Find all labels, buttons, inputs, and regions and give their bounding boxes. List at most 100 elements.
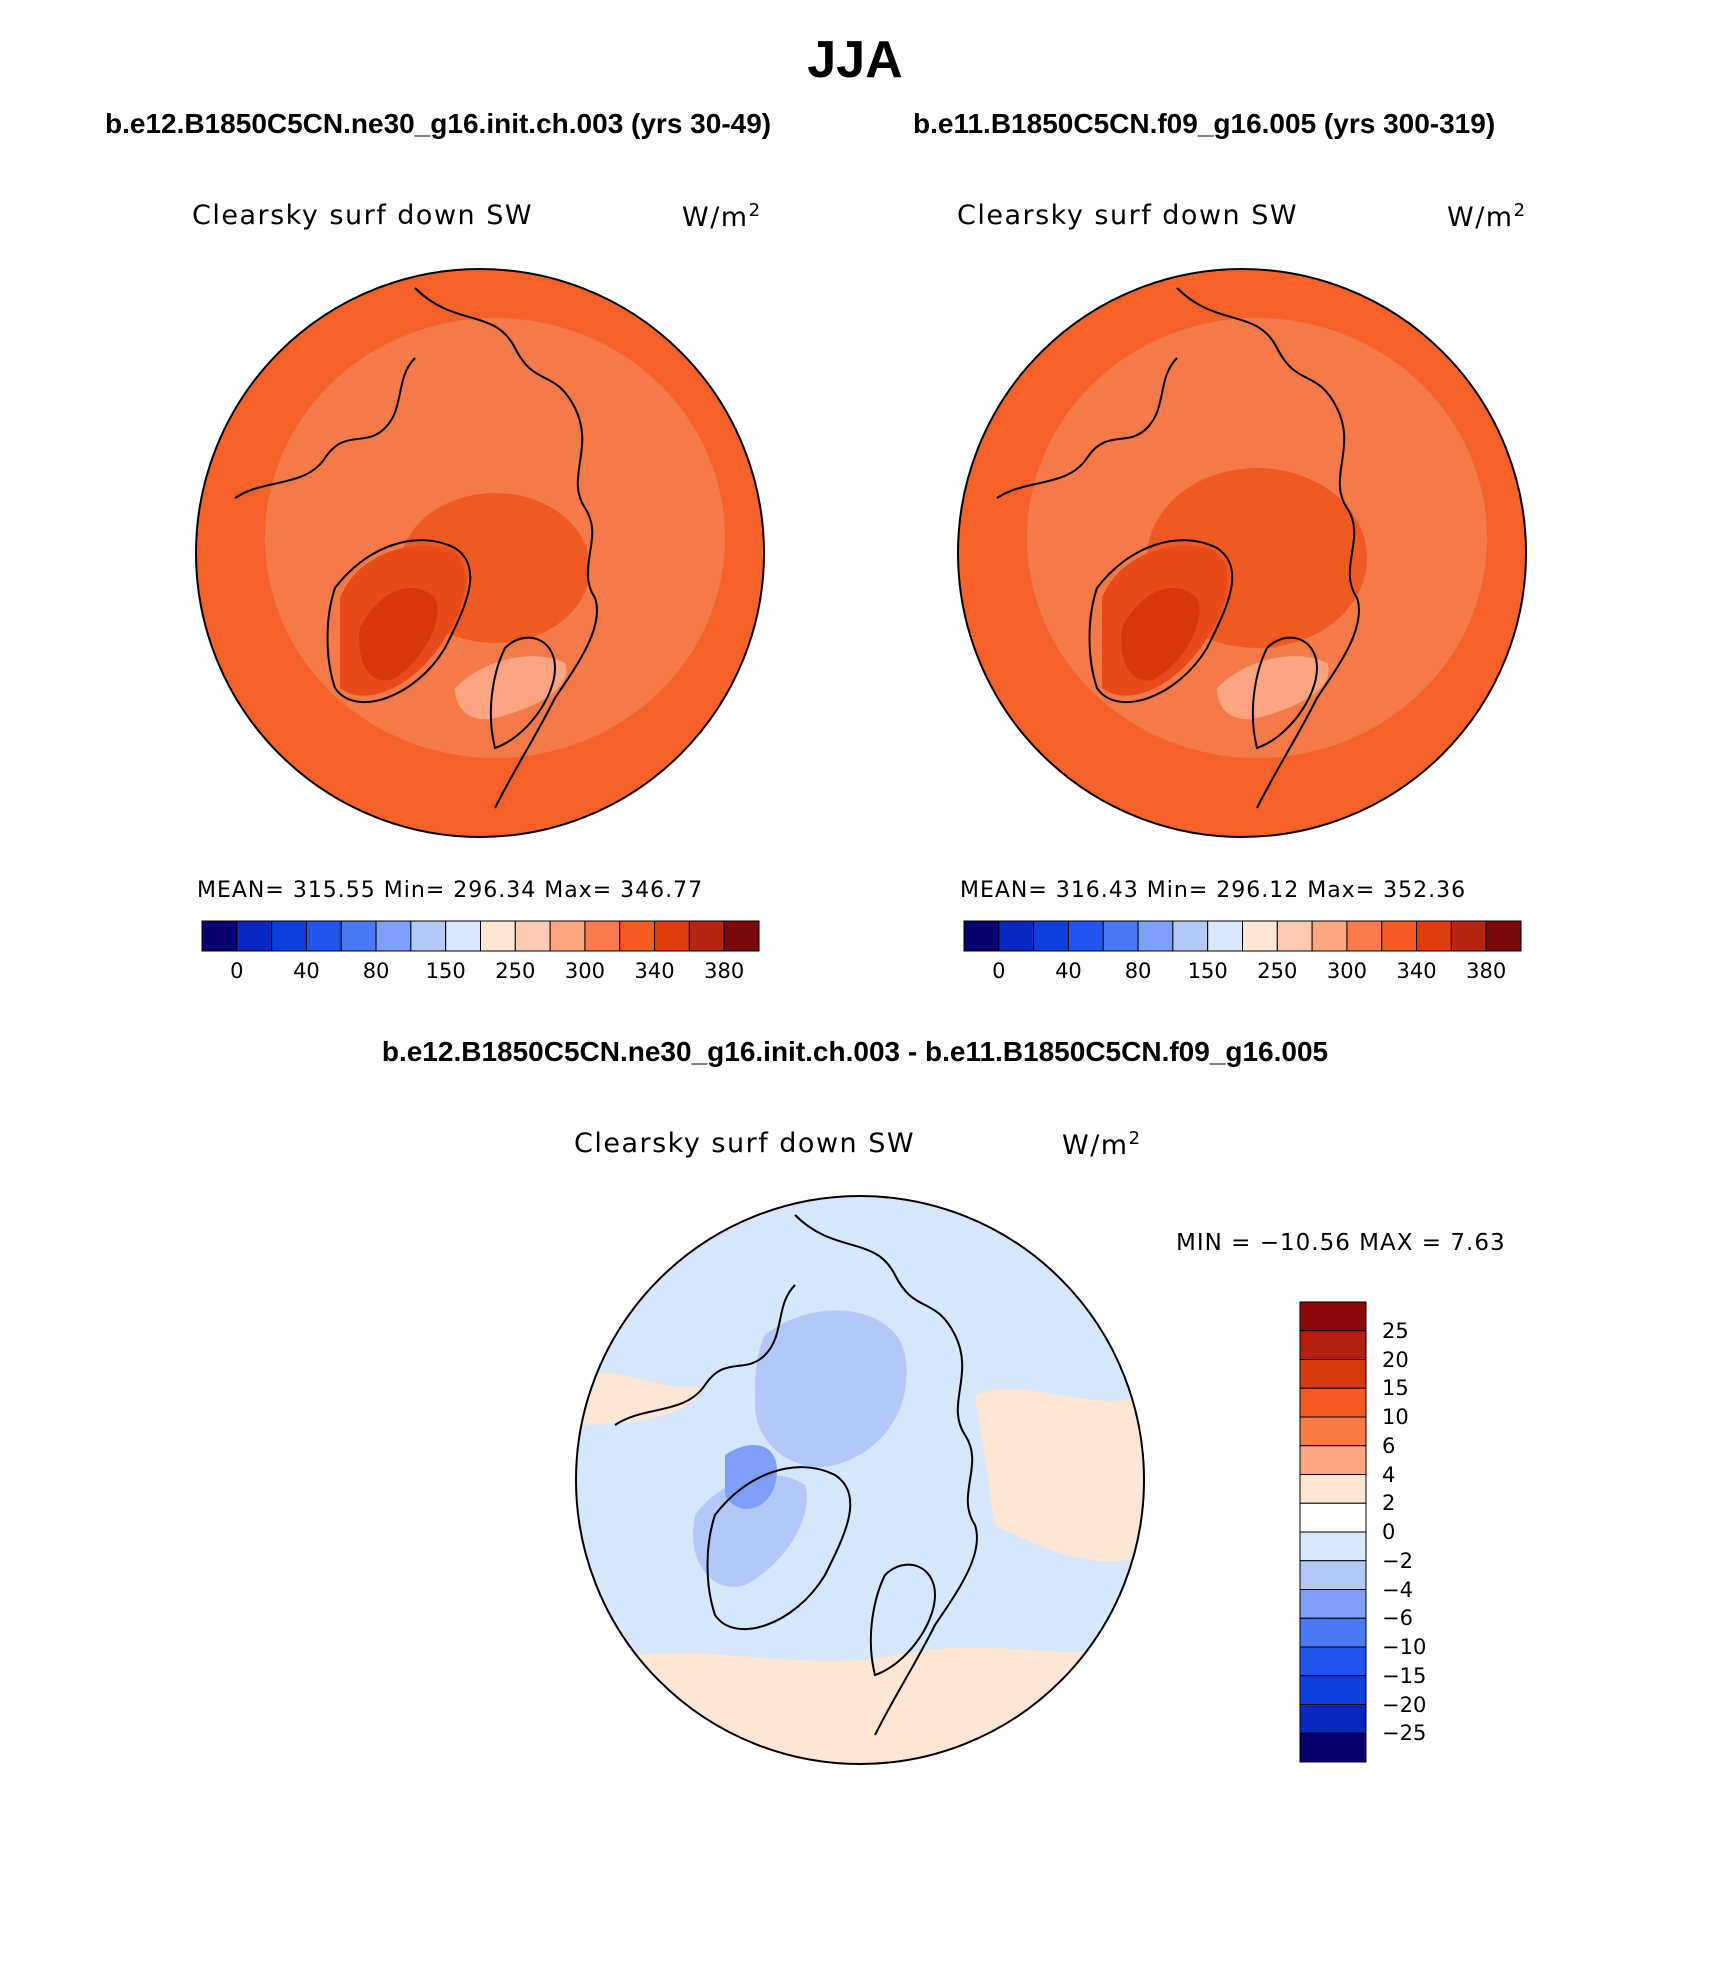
diff-colorbar-cell: [1299, 1445, 1367, 1475]
panel2-colorbar-tick-label: 150: [1187, 959, 1228, 983]
diff-colorbar-cell: [1299, 1704, 1367, 1734]
panel2-colorbar-cell: [1450, 920, 1487, 952]
diff-colorbar-cell: [1299, 1646, 1367, 1677]
panel2-colorbar-cell: [1033, 920, 1069, 952]
diff-negative-arctic: [755, 1310, 907, 1467]
panel1-colorbar-tick-label: 0: [230, 959, 244, 983]
panel1-colorbar-tick-label: 150: [425, 959, 466, 983]
diff-colorbar-tick-label: −15: [1382, 1663, 1427, 1688]
panel1-scandinavia-field: [455, 656, 567, 720]
diff-positive-band-east: [975, 1389, 1144, 1562]
panel1-colorbar-cell: [445, 920, 481, 952]
panel2-colorbar-cell: [1485, 920, 1522, 952]
panel1-colorbar-cell: [201, 920, 238, 952]
diff-colorbar-cell: [1299, 1502, 1367, 1533]
diff-positive-band-west: [576, 1372, 705, 1425]
panel1-colorbar-tick-label: 250: [495, 959, 536, 983]
diff-strong-negative: [725, 1445, 777, 1509]
panel1-coastline-eurasia: [414, 287, 598, 809]
panel2-colorbar-ticks: 0 40 80 150 250 300 340 380: [964, 959, 1521, 989]
panel2-variable-label: Clearsky surf down SW: [957, 200, 1299, 231]
panel1-colorbar-cell: [305, 920, 342, 952]
diff-coastline-greenland: [706, 1466, 852, 1631]
panel2-coastline-greenland: [1088, 539, 1234, 704]
panel2-colorbar-tick-label: 300: [1326, 959, 1367, 983]
panel1-variable-label: Clearsky surf down SW: [192, 200, 534, 231]
diff-colorbar: [1299, 1301, 1367, 1763]
diff-colorbar-cell: [1299, 1732, 1367, 1763]
panel2-colorbar-tick-label: 250: [1257, 959, 1298, 983]
panel1-colorbar-cell: [619, 920, 656, 952]
diff-colorbar-cell: [1299, 1560, 1367, 1590]
panel2-colorbar-cell: [1276, 920, 1313, 952]
panel2-colorbar-cell: [1416, 920, 1452, 952]
diff-colorbar-tick-label: −6: [1382, 1606, 1413, 1631]
diff-stats: MIN = −10.56 MAX = 7.63: [1176, 1230, 1506, 1256]
diff-negative-greenland: [693, 1475, 807, 1587]
panel2-units-label: W/m2: [1447, 200, 1527, 233]
diff-units-label: W/m2: [1062, 1128, 1142, 1161]
panel2-colorbar-cell: [1346, 920, 1383, 952]
panel2-stats: MEAN= 316.43 Min= 296.12 Max= 352.36: [960, 878, 1467, 903]
panel2-coastline-scandinavia: [1251, 636, 1319, 750]
panel1-coastline-scandinavia: [489, 636, 557, 750]
panel1-colorbar-cell: [480, 920, 516, 952]
panel1-colorbar-tick-label: 340: [634, 959, 675, 983]
panel1-colorbar-cell: [549, 920, 586, 952]
diff-colorbar-tick-label: −20: [1382, 1692, 1427, 1717]
panel1-colorbar-tick-label: 380: [704, 959, 745, 983]
panel1-coastline-americas: [234, 357, 416, 499]
panel1-colorbar-tick-label: 40: [293, 959, 320, 983]
diff-positive-band-south: [576, 1645, 1144, 1764]
panel1-colorbar-cell: [688, 920, 725, 952]
panel2-greenland-core: [1121, 588, 1200, 681]
panel1-colorbar-cell: [514, 920, 551, 952]
panel2-colorbar-cell: [1137, 920, 1174, 952]
panel2-colorbar-cell: [1172, 920, 1209, 952]
panel2-colorbar-tick-label: 380: [1466, 959, 1507, 983]
diff-colorbar-cell: [1299, 1474, 1367, 1504]
panel2-coastline-eurasia: [1176, 287, 1360, 809]
panel2-colorbar-cell: [1381, 920, 1418, 952]
case2-title: b.e11.B1850C5CN.f09_g16.005 (yrs 300-319…: [913, 108, 1496, 139]
panel1-greenland-core: [359, 588, 438, 681]
panel1-colorbar-ticks: 0 40 80 150 250 300 340 380: [202, 959, 759, 989]
panel1-colorbar-cell: [584, 920, 621, 952]
diff-colorbar-cell: [1299, 1359, 1367, 1389]
units-superscript: 2: [1513, 200, 1527, 221]
panel2-colorbar-cell: [963, 920, 1000, 952]
diff-colorbar-cell: [1299, 1531, 1367, 1562]
panel1-colorbar-cell: [340, 920, 377, 952]
panel1-coastline-greenland: [326, 539, 472, 704]
panel1-stats: MEAN= 315.55 Min= 296.34 Max= 346.77: [197, 878, 704, 903]
panel2-colorbar-cell: [1242, 920, 1278, 952]
panel2-coastline-americas: [996, 357, 1178, 499]
diff-coastline-scandinavia: [869, 1563, 937, 1677]
diff-colorbar-cell: [1299, 1387, 1367, 1418]
panel2-colorbar-cell: [998, 920, 1035, 952]
diff-colorbar-cell: [1299, 1416, 1367, 1447]
units-superscript: 2: [1128, 1128, 1142, 1149]
panel1-colorbar: [201, 920, 760, 952]
diff-colorbar-cell: [1299, 1330, 1367, 1360]
diff-title: b.e12.B1850C5CN.ne30_g16.init.ch.003 - b…: [381, 1036, 1329, 1067]
panel2-scandinavia-field: [1217, 656, 1329, 720]
diff-colorbar-tick-label: 15: [1382, 1376, 1409, 1401]
panel1-colorbar-cell: [271, 920, 307, 952]
diff-colorbar-cell: [1299, 1617, 1367, 1648]
diff-colorbar-tick-label: 10: [1382, 1405, 1409, 1429]
panel1-units-label: W/m2: [682, 200, 762, 233]
diff-polar-map: [575, 1195, 1145, 1765]
diff-colorbar-tick-label: 20: [1382, 1347, 1409, 1372]
panel1-colorbar-tick-label: 300: [564, 959, 605, 983]
panel2-colorbar-cell: [1311, 920, 1348, 952]
panel1-colorbar-cell: [410, 920, 447, 952]
diff-variable-label: Clearsky surf down SW: [574, 1128, 916, 1159]
diff-coastline-eurasia: [794, 1214, 978, 1736]
panel2-colorbar-tick-label: 340: [1396, 959, 1437, 983]
panel1-colorbar-cell: [375, 920, 412, 952]
panel2-colorbar-cell: [1102, 920, 1139, 952]
panel1-colorbar-cell: [236, 920, 273, 952]
panel1-colorbar-cell: [654, 920, 690, 952]
panel1-polar-map: [195, 268, 765, 838]
